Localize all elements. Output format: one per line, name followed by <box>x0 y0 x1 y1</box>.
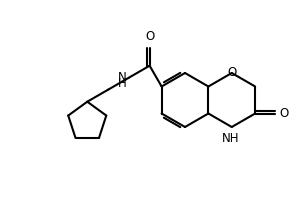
Text: N: N <box>118 71 127 84</box>
Text: H: H <box>118 77 127 90</box>
Text: O: O <box>227 66 236 78</box>
Text: O: O <box>279 107 288 120</box>
Text: O: O <box>145 30 154 43</box>
Text: NH: NH <box>222 132 239 145</box>
